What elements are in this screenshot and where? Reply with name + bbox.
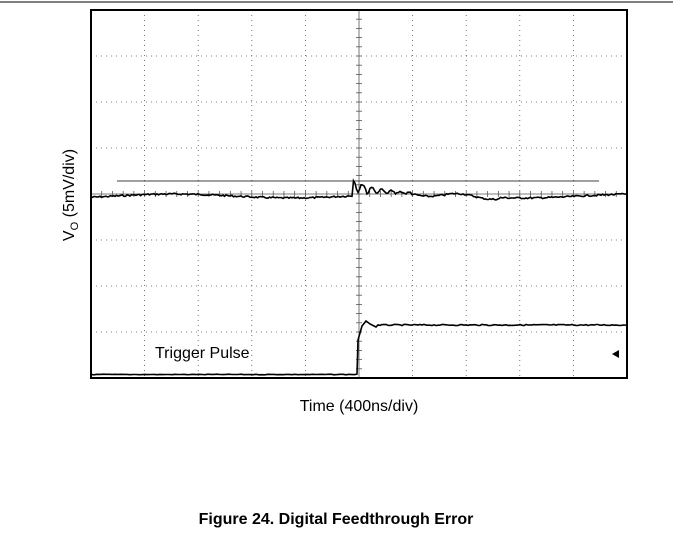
plot-frame bbox=[90, 9, 628, 379]
y-axis-label: VO (5mV/div) bbox=[61, 149, 81, 241]
output-trace bbox=[90, 178, 627, 201]
caption: Figure 24. Digital Feedthrough Error bbox=[199, 511, 474, 528]
annotation: Trigger Pulse bbox=[155, 345, 250, 362]
y-label-main: V bbox=[61, 230, 78, 241]
trigger-trace bbox=[90, 319, 627, 376]
y-label-rest: (5mV/div) bbox=[61, 149, 78, 222]
trigger-marker bbox=[612, 350, 619, 358]
y-label-sub: O bbox=[69, 221, 81, 230]
x-axis-label: Time (400ns/div) bbox=[300, 398, 419, 415]
